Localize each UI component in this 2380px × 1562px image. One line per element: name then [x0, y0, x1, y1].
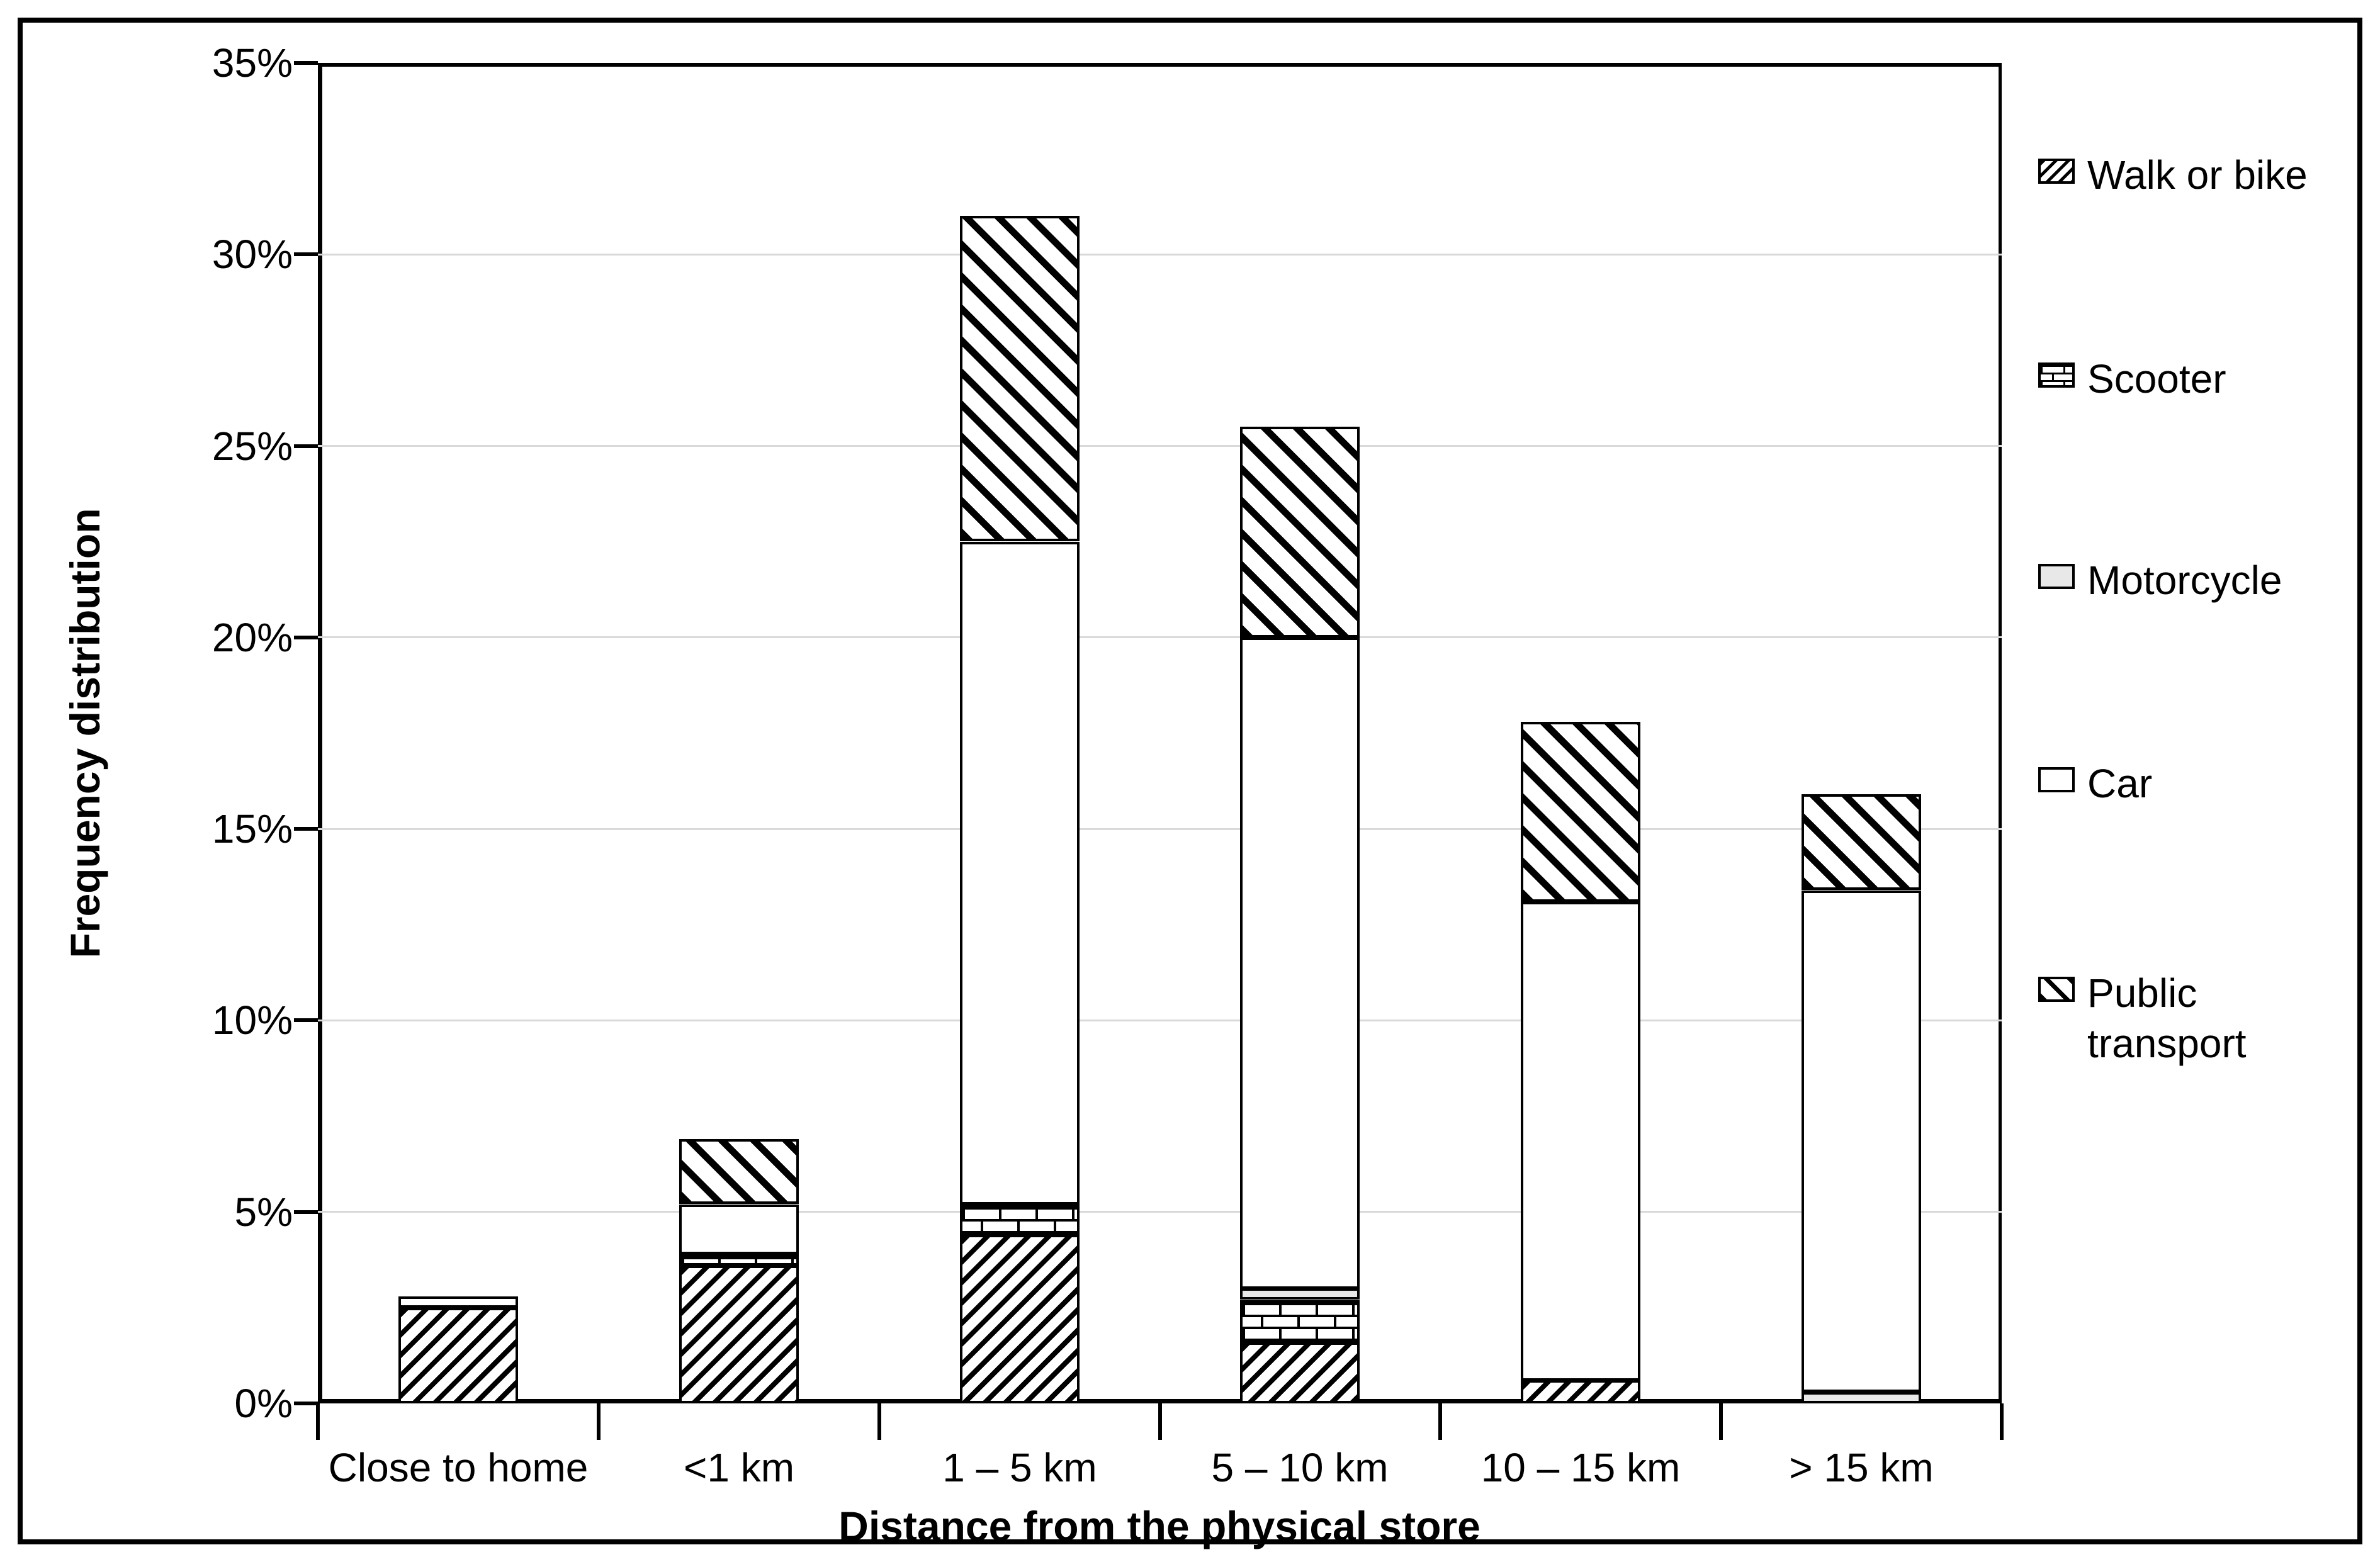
bar-segment-5-10-km-scooter — [1240, 1300, 1360, 1342]
x-axis-tick-1 — [597, 1403, 601, 1440]
legend-label-scooter: Scooter — [2087, 356, 2226, 402]
x-tick-label-1-km: <1 km — [683, 1445, 795, 1490]
gridline-30% — [318, 254, 2002, 256]
gridline-15% — [318, 828, 2002, 830]
x-axis-title: Distance from the physical store — [838, 1503, 1480, 1549]
bar-segment-1-5-km-car — [960, 542, 1080, 1205]
bar-segment-1-5-km-public-transport — [960, 216, 1080, 541]
y-tick-label-15%: 15% — [211, 806, 293, 851]
x-axis-tick-5 — [1719, 1403, 1723, 1440]
legend-label-car: Car — [2087, 761, 2153, 806]
y-axis-tick-10% — [294, 1018, 318, 1022]
x-axis-tick-4 — [1438, 1403, 1442, 1440]
bar-segment-5-10-km-walk-or-bike — [1240, 1342, 1360, 1403]
legend-swatch-car — [2038, 767, 2075, 792]
y-axis-tick-35% — [294, 61, 318, 65]
bar-segment-1-km-walk-or-bike — [679, 1266, 799, 1403]
y-axis-tick-25% — [294, 444, 318, 448]
y-axis-tick-20% — [294, 636, 318, 639]
x-axis-tick-6 — [2000, 1403, 2004, 1440]
x-axis-tick-2 — [877, 1403, 881, 1440]
gridline-25% — [318, 445, 2002, 447]
legend-item-walk-or-bike: Walk or bike — [2038, 150, 2364, 200]
bar-segment-15-km-car — [1802, 891, 1921, 1392]
bar-segment-10-15-km-car — [1521, 902, 1640, 1381]
bar-segment-5-10-km-public-transport — [1240, 427, 1360, 638]
y-tick-label-25%: 25% — [211, 424, 293, 469]
gridline-5% — [318, 1211, 2002, 1213]
bar-segment-10-15-km-public-transport — [1521, 722, 1640, 902]
legend-item-scooter: Scooter — [2038, 354, 2364, 404]
x-tick-label-close-to-home: Close to home — [328, 1445, 589, 1490]
bar-segment-5-10-km-motorcycle — [1240, 1288, 1360, 1300]
y-tick-label-5%: 5% — [234, 1189, 293, 1235]
gridline-10% — [318, 1020, 2002, 1021]
y-tick-label-20%: 20% — [211, 615, 293, 660]
bar-segment-5-10-km-car — [1240, 638, 1360, 1289]
bar-segment-15-km-motorcycle — [1802, 1392, 1921, 1403]
bar-segment-1-km-public-transport — [679, 1139, 799, 1204]
bar-segment-1-5-km-walk-or-bike — [960, 1235, 1080, 1403]
y-tick-label-10%: 10% — [211, 997, 293, 1043]
x-tick-label-5-10-km: 5 – 10 km — [1211, 1445, 1389, 1490]
legend-item-car: Car — [2038, 758, 2364, 809]
legend-swatch-scooter — [2038, 362, 2075, 388]
y-tick-label-0%: 0% — [234, 1381, 293, 1426]
legend-label-motorcycle: Motorcycle — [2087, 558, 2282, 603]
y-axis-title: Frequency distribution — [62, 508, 108, 958]
y-tick-label-30%: 30% — [211, 232, 293, 277]
bar-segment-1-km-car — [679, 1205, 799, 1254]
legend-label-walk-or-bike: Walk or bike — [2087, 152, 2308, 198]
legend-item-motorcycle: Motorcycle — [2038, 555, 2364, 605]
y-axis-tick-30% — [294, 252, 318, 256]
y-axis-tick-5% — [294, 1210, 318, 1214]
bar-segment-close-to-home-walk-or-bike — [398, 1308, 518, 1403]
plot-area — [318, 63, 2002, 1403]
x-axis-tick-3 — [1158, 1403, 1162, 1440]
bar-segment-1-km-scooter — [679, 1254, 799, 1266]
bar-segment-15-km-public-transport — [1802, 794, 1921, 890]
y-tick-label-35%: 35% — [211, 40, 293, 86]
gridline-20% — [318, 636, 2002, 638]
legend-item-public-transport: Public transport — [2038, 968, 2364, 1069]
legend-swatch-public-transport — [2038, 977, 2075, 1002]
bar-segment-10-15-km-walk-or-bike — [1521, 1380, 1640, 1403]
legend-swatch-walk-or-bike — [2038, 159, 2075, 184]
y-axis-tick-0% — [294, 1402, 318, 1405]
bar-segment-close-to-home-car — [398, 1296, 518, 1308]
x-axis-tick-0 — [316, 1403, 320, 1440]
x-tick-label-10-15-km: 10 – 15 km — [1480, 1445, 1681, 1490]
legend-label-public-transport: Public transport — [2087, 970, 2247, 1066]
y-axis-tick-15% — [294, 827, 318, 831]
x-tick-label-1-5-km: 1 – 5 km — [942, 1445, 1097, 1490]
x-tick-label-15-km: > 15 km — [1789, 1445, 1934, 1490]
bar-segment-1-5-km-scooter — [960, 1205, 1080, 1235]
legend-swatch-motorcycle — [2038, 564, 2075, 589]
